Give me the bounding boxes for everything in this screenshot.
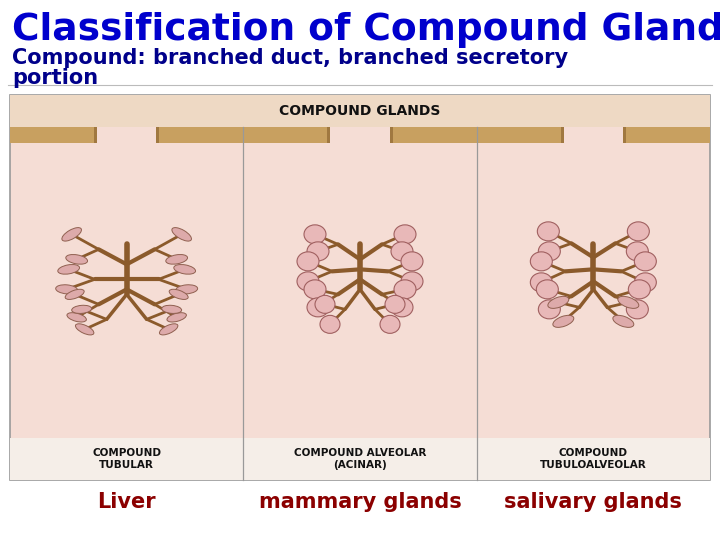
Ellipse shape <box>613 315 634 327</box>
Ellipse shape <box>531 273 552 292</box>
Text: mammary glands: mammary glands <box>258 492 462 512</box>
Bar <box>623 127 626 143</box>
Text: COMPOUND ALVEOLAR
(ACINAR): COMPOUND ALVEOLAR (ACINAR) <box>294 448 426 470</box>
Bar <box>156 127 159 143</box>
Ellipse shape <box>394 280 416 299</box>
Ellipse shape <box>385 295 405 313</box>
Text: Classification of Compound Glands: Classification of Compound Glands <box>12 12 720 48</box>
Text: portion: portion <box>12 68 98 88</box>
Bar <box>10 438 710 480</box>
Bar <box>10 95 710 127</box>
Ellipse shape <box>76 324 94 335</box>
Ellipse shape <box>55 285 78 294</box>
Ellipse shape <box>539 242 560 261</box>
Text: salivary glands: salivary glands <box>505 492 683 512</box>
Ellipse shape <box>548 296 569 308</box>
Bar <box>94 127 159 143</box>
Ellipse shape <box>537 222 559 241</box>
Ellipse shape <box>539 300 560 319</box>
Ellipse shape <box>169 289 188 300</box>
Ellipse shape <box>166 254 187 264</box>
Text: COMPOUND
TUBULOALVEOLAR: COMPOUND TUBULOALVEOLAR <box>540 448 647 470</box>
Ellipse shape <box>531 252 552 271</box>
Ellipse shape <box>634 252 657 271</box>
Ellipse shape <box>307 242 329 261</box>
Text: COMPOUND
TUBULAR: COMPOUND TUBULAR <box>92 448 161 470</box>
Ellipse shape <box>315 295 335 313</box>
Ellipse shape <box>307 298 329 317</box>
Ellipse shape <box>391 242 413 261</box>
Bar <box>561 127 626 143</box>
Ellipse shape <box>162 305 181 313</box>
Ellipse shape <box>627 222 649 241</box>
Ellipse shape <box>66 289 84 300</box>
Bar <box>561 127 564 143</box>
Ellipse shape <box>67 313 86 322</box>
Text: Compound: branched duct, branched secretory: Compound: branched duct, branched secret… <box>12 48 568 68</box>
Ellipse shape <box>304 280 326 299</box>
Ellipse shape <box>58 265 79 274</box>
Ellipse shape <box>62 227 81 241</box>
Bar <box>477 127 710 143</box>
Ellipse shape <box>553 315 574 327</box>
Bar <box>328 127 330 143</box>
Ellipse shape <box>172 227 192 241</box>
Ellipse shape <box>618 296 639 308</box>
Bar <box>94 127 97 143</box>
Ellipse shape <box>72 305 91 313</box>
Ellipse shape <box>634 273 657 292</box>
Ellipse shape <box>626 300 648 319</box>
Ellipse shape <box>394 225 416 244</box>
Ellipse shape <box>297 252 319 271</box>
Bar <box>10 127 243 143</box>
Ellipse shape <box>66 254 88 264</box>
Ellipse shape <box>629 280 650 299</box>
Ellipse shape <box>174 265 196 274</box>
Bar <box>328 127 392 143</box>
Ellipse shape <box>536 280 558 299</box>
Text: Liver: Liver <box>97 492 156 512</box>
Ellipse shape <box>380 315 400 333</box>
Ellipse shape <box>626 242 648 261</box>
Bar <box>390 127 392 143</box>
Ellipse shape <box>304 225 326 244</box>
Ellipse shape <box>297 272 319 291</box>
Ellipse shape <box>159 324 178 335</box>
Ellipse shape <box>401 252 423 271</box>
Ellipse shape <box>176 285 197 294</box>
Ellipse shape <box>167 313 186 322</box>
Ellipse shape <box>320 315 340 333</box>
Ellipse shape <box>401 272 423 291</box>
Text: COMPOUND GLANDS: COMPOUND GLANDS <box>279 104 441 118</box>
Ellipse shape <box>391 298 413 317</box>
Bar <box>243 127 477 143</box>
Bar <box>10 95 710 480</box>
